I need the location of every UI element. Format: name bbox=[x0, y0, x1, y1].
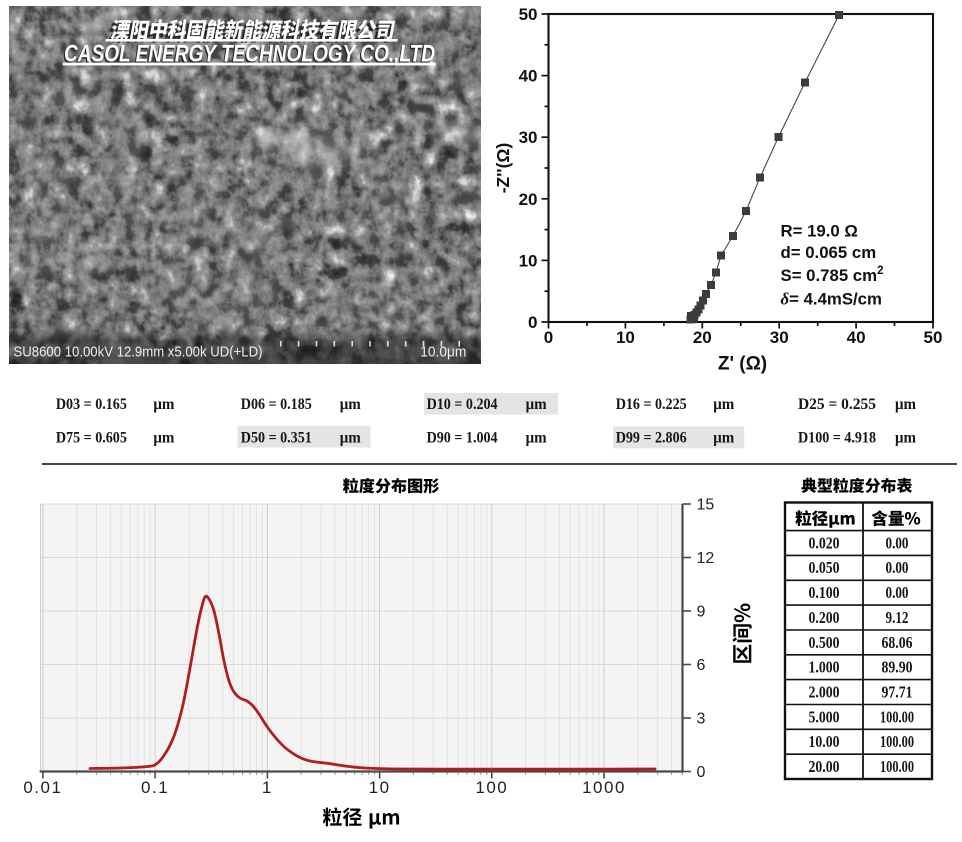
svg-text:40: 40 bbox=[519, 67, 538, 86]
svg-text:100: 100 bbox=[475, 778, 508, 797]
svg-text:D06 = 0.185: D06 = 0.185 bbox=[241, 396, 312, 413]
svg-text:R= 19.0 Ω: R= 19.0 Ω bbox=[781, 221, 858, 240]
svg-text:0.00: 0.00 bbox=[886, 533, 909, 552]
svg-text:0.01: 0.01 bbox=[23, 778, 62, 797]
svg-text:μm: μm bbox=[526, 430, 547, 447]
svg-text:20.00: 20.00 bbox=[809, 757, 840, 776]
svg-text:Z' (Ω): Z' (Ω) bbox=[718, 354, 767, 375]
svg-text:0.020: 0.020 bbox=[809, 533, 840, 552]
svg-text:D16 = 0.225: D16 = 0.225 bbox=[616, 396, 687, 413]
svg-text:d= 0.065 cm: d= 0.065 cm bbox=[781, 243, 877, 262]
svg-text:0: 0 bbox=[697, 764, 706, 781]
svg-text:D03 = 0.165: D03 = 0.165 bbox=[56, 396, 127, 413]
svg-text:10: 10 bbox=[519, 251, 538, 270]
svg-text:1: 1 bbox=[262, 778, 273, 797]
svg-text:D90 = 1.004: D90 = 1.004 bbox=[427, 430, 498, 447]
svg-text:6: 6 bbox=[697, 657, 706, 674]
svg-text:20: 20 bbox=[693, 328, 712, 347]
svg-text:0.050: 0.050 bbox=[809, 558, 840, 577]
svg-text:100.00: 100.00 bbox=[880, 732, 914, 751]
svg-text:12: 12 bbox=[697, 550, 715, 567]
svg-text:μm: μm bbox=[340, 396, 361, 413]
svg-text:D99 = 2.806: D99 = 2.806 bbox=[616, 430, 687, 447]
svg-text:0: 0 bbox=[528, 313, 537, 332]
svg-text:15: 15 bbox=[697, 497, 715, 514]
svg-text:0.00: 0.00 bbox=[886, 583, 909, 602]
svg-text:9.12: 9.12 bbox=[886, 608, 909, 627]
svg-text:10: 10 bbox=[616, 328, 635, 347]
svg-text:μm: μm bbox=[340, 430, 361, 447]
svg-text:D50 = 0.351: D50 = 0.351 bbox=[241, 430, 312, 447]
svg-text:S= 0.785 cm2: S= 0.785 cm2 bbox=[781, 265, 884, 285]
svg-text:0.200: 0.200 bbox=[809, 608, 840, 627]
svg-text:30: 30 bbox=[519, 128, 538, 147]
svg-text:μm: μm bbox=[153, 396, 174, 413]
svg-text:D10 = 0.204: D10 = 0.204 bbox=[427, 396, 498, 413]
svg-text:D100 = 4.918: D100 = 4.918 bbox=[798, 430, 876, 447]
svg-text:10.00: 10.00 bbox=[809, 732, 840, 751]
svg-text:μm: μm bbox=[895, 396, 916, 413]
svg-text:30: 30 bbox=[770, 328, 789, 347]
svg-text:5.000: 5.000 bbox=[809, 707, 840, 726]
svg-text:0: 0 bbox=[544, 328, 553, 347]
svg-text:1000: 1000 bbox=[582, 778, 626, 797]
svg-text:100.00: 100.00 bbox=[880, 757, 914, 776]
svg-text:0.500: 0.500 bbox=[809, 633, 840, 652]
svg-text:3: 3 bbox=[697, 711, 706, 728]
svg-text:97.71: 97.71 bbox=[882, 682, 913, 701]
svg-text:μm: μm bbox=[526, 396, 547, 413]
svg-text:40: 40 bbox=[847, 328, 866, 347]
svg-text:μm: μm bbox=[713, 396, 734, 413]
svg-text:100.00: 100.00 bbox=[880, 707, 914, 726]
svg-text:δ= 4.4mS/cm: δ= 4.4mS/cm bbox=[781, 290, 882, 309]
svg-text:0.00: 0.00 bbox=[886, 558, 909, 577]
svg-text:68.06: 68.06 bbox=[882, 633, 913, 652]
svg-text:1.000: 1.000 bbox=[809, 658, 840, 677]
svg-text:50: 50 bbox=[519, 5, 538, 24]
svg-text:89.90: 89.90 bbox=[882, 658, 913, 677]
svg-text:D25 = 0.255: D25 = 0.255 bbox=[798, 396, 876, 413]
svg-text:50: 50 bbox=[924, 328, 943, 347]
svg-text:0.1: 0.1 bbox=[141, 778, 169, 797]
svg-text:μm: μm bbox=[895, 430, 916, 447]
svg-text:0.100: 0.100 bbox=[809, 583, 840, 602]
svg-text:D75 = 0.605: D75 = 0.605 bbox=[56, 430, 127, 447]
svg-text:SU8600 10.00kV 12.9mm x5.00k U: SU8600 10.00kV 12.9mm x5.00k UD(+LD) bbox=[14, 344, 263, 361]
svg-text:9: 9 bbox=[697, 604, 706, 621]
svg-text:10.0μm: 10.0μm bbox=[420, 344, 466, 361]
svg-text:2.000: 2.000 bbox=[809, 682, 840, 701]
svg-text:μm: μm bbox=[713, 430, 734, 447]
svg-text:μm: μm bbox=[153, 430, 174, 447]
svg-text:20: 20 bbox=[519, 190, 538, 209]
svg-text:-Z''(Ω): -Z''(Ω) bbox=[493, 143, 513, 194]
svg-text:10: 10 bbox=[369, 778, 391, 797]
